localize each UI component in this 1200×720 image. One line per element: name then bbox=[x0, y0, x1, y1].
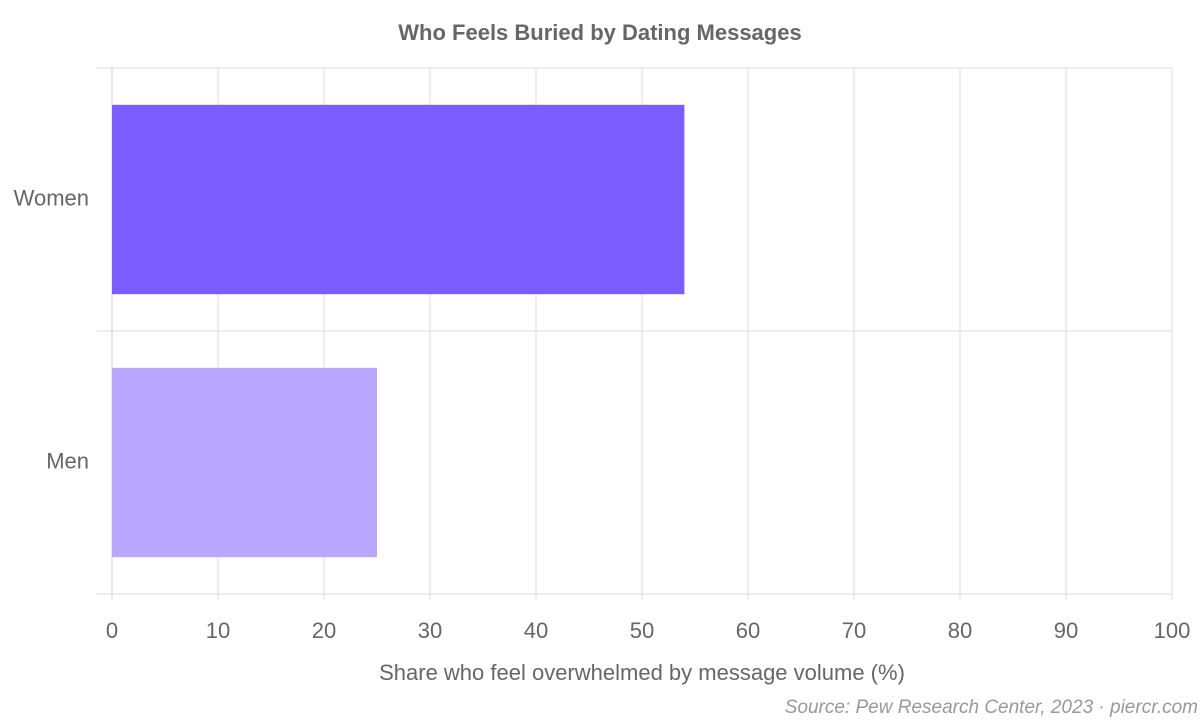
x-axis-label: Share who feel overwhelmed by message vo… bbox=[379, 660, 905, 685]
source-note: Source: Pew Research Center, 2023 · pier… bbox=[785, 697, 1198, 718]
x-tick-label: 90 bbox=[1054, 618, 1078, 643]
bar bbox=[112, 367, 377, 558]
x-tick-label: 60 bbox=[736, 618, 760, 643]
y-tick-label: Men bbox=[46, 448, 89, 473]
x-tick-label: 10 bbox=[206, 618, 230, 643]
chart-title: Who Feels Buried by Dating Messages bbox=[398, 20, 801, 45]
x-tick-label: 80 bbox=[948, 618, 972, 643]
x-tick-label: 0 bbox=[106, 618, 118, 643]
x-tick-label: 100 bbox=[1154, 618, 1191, 643]
x-tick-label: 40 bbox=[524, 618, 548, 643]
x-tick-label: 50 bbox=[630, 618, 654, 643]
x-tick-label: 70 bbox=[842, 618, 866, 643]
x-tick-label: 30 bbox=[418, 618, 442, 643]
x-tick-label: 20 bbox=[312, 618, 336, 643]
y-tick-label: Women bbox=[14, 185, 89, 210]
bar bbox=[112, 104, 685, 295]
